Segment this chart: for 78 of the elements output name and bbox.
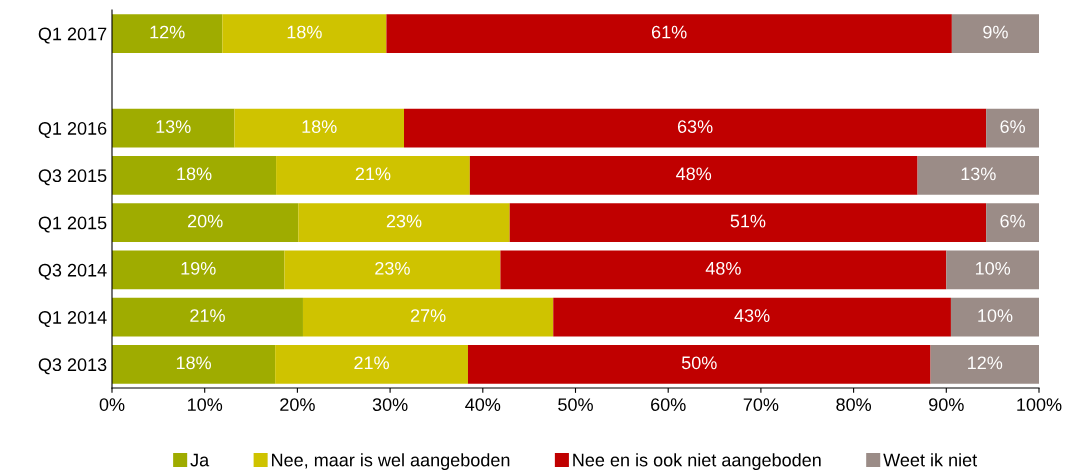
data-label: 18% (287, 25, 322, 39)
data-label: 20% (188, 214, 223, 228)
x-tick-label: 100% (1017, 398, 1062, 411)
x-tick-label: 10% (188, 398, 223, 411)
bar (276, 156, 470, 195)
bar (986, 108, 1039, 148)
y-tick-label: Q3 2015 (38, 169, 107, 186)
bar (509, 203, 987, 242)
bar (946, 250, 1039, 290)
x-tick-label: 90% (929, 398, 964, 411)
bar (930, 345, 1039, 384)
y-tick-label: Q1 2015 (38, 216, 107, 233)
data-label: 50% (681, 356, 717, 370)
data-label: 63% (677, 120, 713, 133)
data-label: 10% (978, 309, 1013, 322)
bar (275, 345, 468, 384)
data-label: 43% (734, 309, 770, 322)
bar (951, 14, 1039, 53)
bar (302, 297, 554, 337)
bar (469, 156, 918, 195)
data-label: 13% (156, 120, 191, 133)
data-label: 21% (354, 356, 389, 370)
data-label: 21% (190, 309, 225, 322)
data-label: 10% (975, 261, 1011, 275)
bar (222, 14, 387, 53)
x-tick-label: 0% (99, 398, 125, 411)
bar (112, 203, 299, 242)
data-label: 51% (730, 214, 766, 228)
bar (112, 156, 277, 195)
x-tick-label: 60% (651, 398, 686, 411)
bar (112, 345, 276, 384)
legend-label: Nee en is ook niet aangeboden (573, 453, 821, 471)
data-label: 6% (1000, 120, 1025, 133)
bar (112, 250, 285, 290)
x-tick-label: 50% (558, 398, 593, 411)
bar (500, 250, 947, 290)
y-tick-label: Q1 2014 (38, 311, 107, 328)
data-label: 13% (961, 167, 996, 181)
x-tick-label: 20% (280, 398, 315, 411)
data-label: 23% (375, 261, 410, 275)
legend-label: Nee, maar is wel aangeboden (272, 453, 510, 471)
data-label: 9% (983, 25, 1008, 39)
data-label: 21% (355, 167, 391, 181)
bar (404, 108, 987, 148)
bar (234, 108, 404, 148)
y-tick-label: Q3 2013 (38, 358, 107, 375)
bar (553, 297, 951, 337)
data-label: 18% (177, 167, 212, 181)
y-tick-label: Q3 2014 (38, 263, 107, 280)
y-tick-label: Q1 2016 (38, 122, 107, 139)
bar (917, 156, 1039, 195)
bar (386, 14, 952, 53)
data-label: 23% (386, 214, 422, 228)
data-label: 12% (968, 356, 1003, 370)
data-label: 6% (1000, 214, 1025, 228)
data-label: 27% (410, 309, 446, 322)
data-label: 18% (302, 120, 337, 133)
data-label: 18% (176, 356, 211, 370)
legend-label: Weet ik niet (883, 453, 978, 467)
x-tick-label: 80% (836, 398, 872, 411)
x-tick-label: 30% (372, 398, 408, 411)
bar (112, 14, 223, 53)
data-label: 12% (150, 25, 185, 39)
bar (950, 297, 1039, 337)
data-label: 48% (705, 261, 741, 275)
bar (298, 203, 510, 242)
bar (284, 250, 501, 290)
legend-label: Ja (190, 453, 210, 467)
x-tick-label: 40% (465, 398, 501, 411)
y-tick-label: Q1 2017 (38, 27, 107, 44)
data-label: 61% (651, 25, 687, 39)
data-label: 48% (676, 167, 712, 181)
data-label: 19% (181, 261, 216, 275)
bar (112, 108, 235, 148)
bar (112, 297, 303, 337)
bar (986, 203, 1039, 242)
bar (467, 345, 931, 384)
x-tick-label: 70% (743, 398, 779, 411)
